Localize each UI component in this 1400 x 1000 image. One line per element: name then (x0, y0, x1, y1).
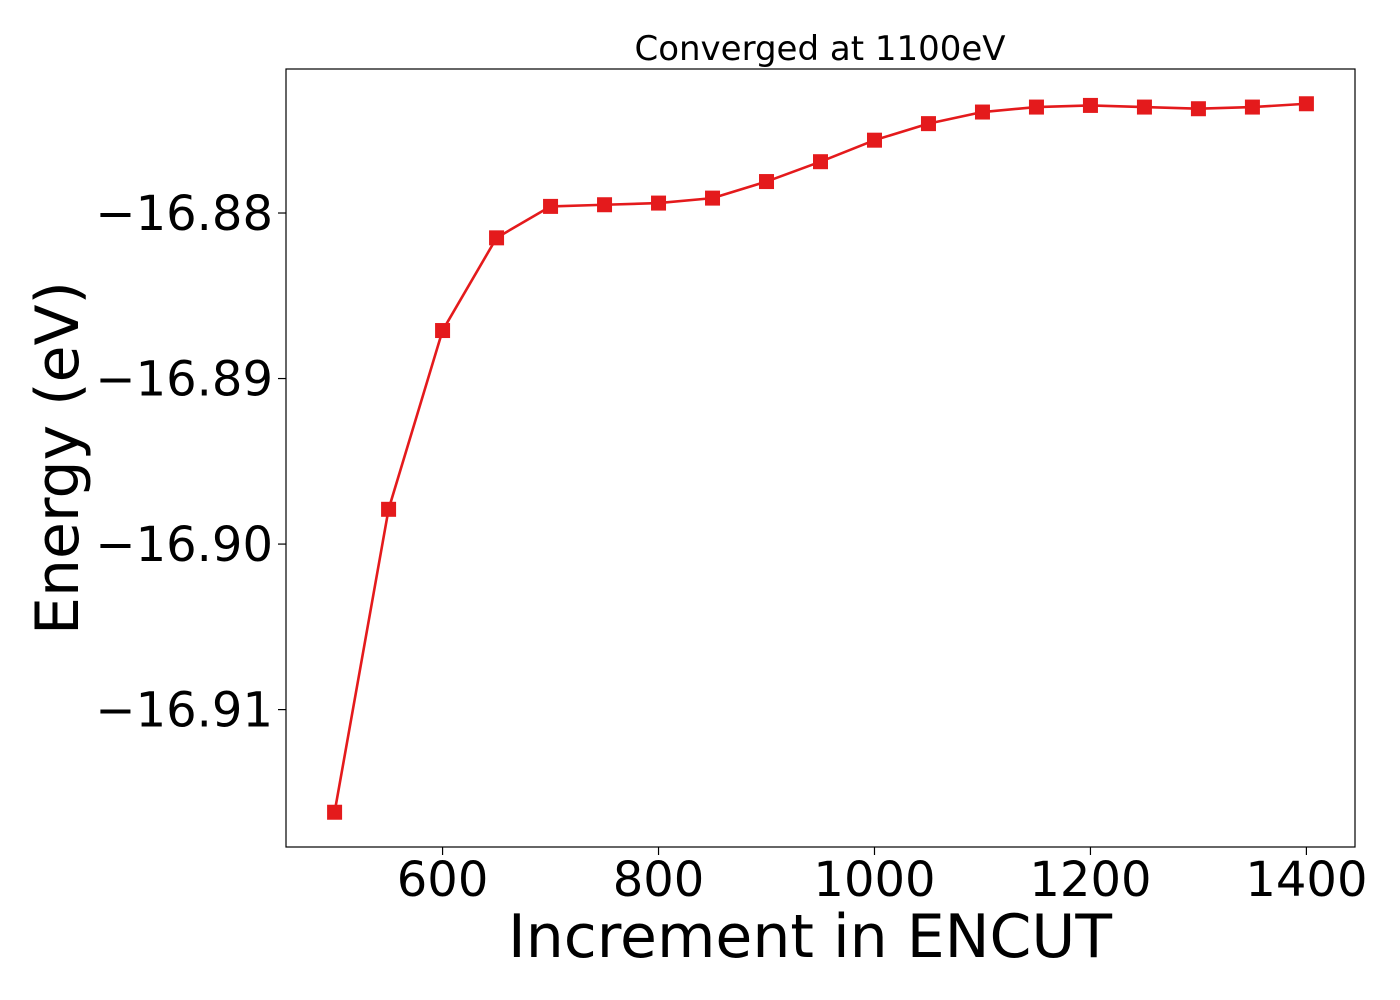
x-axis-ticks: 600 800 1000 1200 1400 (397, 847, 1367, 908)
data-point-marker (1136, 99, 1152, 115)
data-point-marker (489, 230, 505, 246)
y-tick-label: −16.91 (95, 683, 273, 739)
data-point-marker (705, 190, 721, 206)
plot-frame (285, 68, 1356, 848)
data-point-marker (1190, 101, 1206, 117)
data-point-marker (1244, 99, 1260, 115)
data-point-marker (759, 174, 775, 190)
data-point-marker (543, 198, 559, 214)
x-tick-label: 1000 (813, 852, 935, 908)
x-tick-label: 1200 (1029, 852, 1151, 908)
y-axis-title: Energy (eV) (23, 281, 93, 635)
data-point-marker (974, 104, 990, 120)
x-tick-label: 800 (613, 852, 705, 908)
plot-area (327, 96, 1314, 820)
y-axis-ticks: −16.88 −16.89 −16.90 −16.91 (95, 186, 286, 739)
data-point-marker (1298, 96, 1314, 112)
data-point-marker (435, 323, 451, 339)
x-tick-label: 600 (397, 852, 489, 908)
x-tick-label: 1400 (1245, 852, 1367, 908)
data-point-marker (327, 804, 343, 820)
data-point-marker (1082, 97, 1098, 113)
data-point-marker (1028, 99, 1044, 115)
x-axis-title: Increment in ENCUT (508, 902, 1112, 972)
data-point-marker (920, 116, 936, 132)
data-point-marker (381, 501, 397, 517)
y-tick-label: −16.89 (95, 352, 273, 408)
chart-title: Converged at 1100eV (634, 29, 1005, 69)
y-tick-label: −16.90 (95, 517, 273, 573)
y-tick-label: −16.88 (95, 186, 273, 242)
data-point-marker (813, 154, 828, 170)
data-point-marker (597, 197, 613, 213)
data-point-marker (866, 132, 882, 148)
data-point-marker (651, 195, 667, 211)
